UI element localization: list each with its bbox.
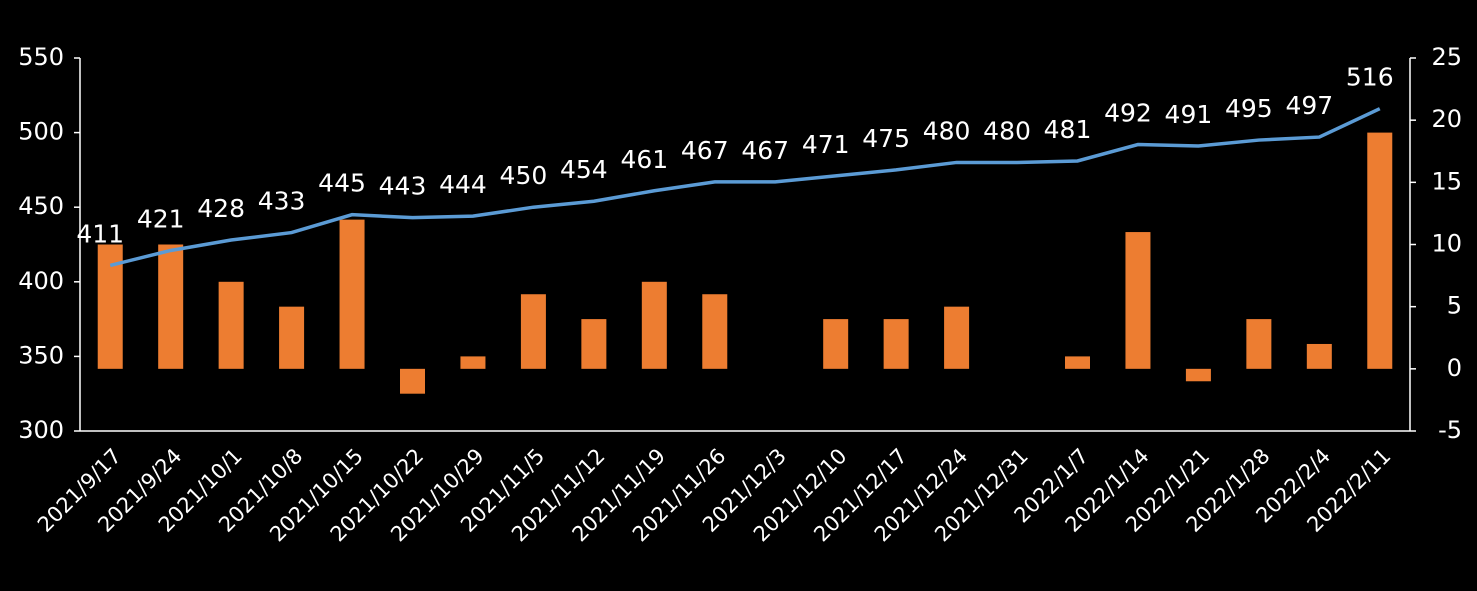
data-label: 475 [862, 124, 910, 153]
bar [883, 319, 909, 369]
bar [218, 281, 244, 369]
data-label: 467 [681, 136, 729, 165]
data-label: 443 [379, 172, 427, 201]
bar [641, 281, 667, 369]
data-label: 421 [137, 204, 185, 233]
y-tick-label: 450 [18, 192, 64, 220]
data-label: 491 [1165, 100, 1213, 129]
y2-tick-label: 5 [1447, 292, 1462, 320]
data-label: 450 [500, 161, 548, 190]
data-label: 481 [1044, 115, 1092, 144]
y-tick-label: 550 [18, 43, 64, 71]
data-label: 467 [741, 136, 789, 165]
bar [944, 306, 970, 369]
bar [1125, 232, 1151, 369]
y2-tick-label: 15 [1431, 167, 1462, 195]
bar [823, 319, 849, 369]
bar [339, 219, 365, 369]
data-label: 495 [1225, 94, 1273, 123]
data-label: 480 [923, 116, 971, 145]
data-label: 480 [983, 116, 1031, 145]
y2-tick-label: -5 [1438, 416, 1462, 444]
bar [460, 356, 486, 369]
data-label: 428 [197, 194, 245, 223]
data-label: 461 [620, 145, 668, 174]
line [109, 107, 1381, 268]
bar [1367, 132, 1393, 369]
bar [279, 306, 305, 369]
y2-tick-label: 10 [1431, 230, 1462, 258]
data-label: 433 [258, 187, 306, 216]
data-label: 497 [1285, 91, 1333, 120]
y2-tick-label: 20 [1431, 105, 1462, 133]
data-label: 445 [318, 169, 366, 198]
data-label: 516 [1346, 63, 1394, 92]
y2-tick-label: 0 [1447, 354, 1462, 382]
bar [1246, 319, 1272, 369]
data-label: 492 [1104, 99, 1152, 128]
y-tick-label: 500 [18, 118, 64, 146]
bar [158, 244, 184, 369]
bar [702, 294, 728, 369]
data-label: 471 [802, 130, 850, 159]
y-tick-label: 400 [18, 267, 64, 295]
y-tick-label: 350 [18, 341, 64, 369]
y-tick-label: 300 [18, 416, 64, 444]
data-label: 454 [560, 155, 608, 184]
bar [581, 319, 607, 369]
bar [1065, 356, 1090, 369]
bar [1185, 368, 1211, 382]
data-label: 411 [76, 219, 124, 248]
bar [520, 294, 546, 369]
bar [400, 368, 425, 394]
data-label: 444 [439, 170, 487, 199]
bar [1306, 343, 1332, 369]
y2-tick-label: 25 [1431, 43, 1462, 71]
